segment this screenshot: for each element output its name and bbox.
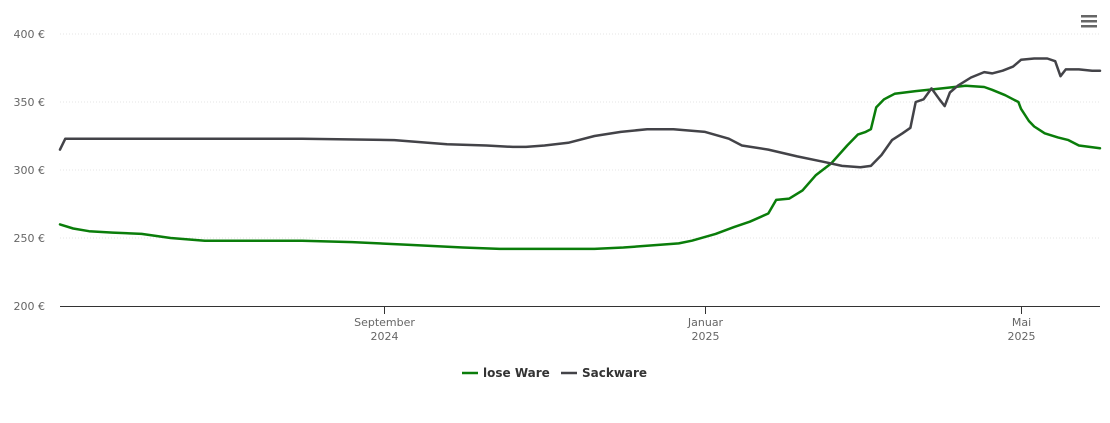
series-line-sackware [58,57,1102,169]
legend[interactable]: lose Ware Sackware [462,366,647,380]
y-tick-label: 200 € [14,300,46,313]
series-line-lose-ware [58,84,1102,251]
x-tick-label-year: 2024 [371,330,399,343]
x-tick-label-year: 2025 [692,330,720,343]
legend-item-lose-ware[interactable]: lose Ware [462,366,550,380]
x-tick-label-year: 2025 [1008,330,1036,343]
x-tick-label-month: September [354,316,415,329]
legend-label: lose Ware [483,366,550,380]
chart-menu-button[interactable] [1076,10,1100,32]
y-tick-label: 300 € [14,164,46,177]
hamburger-menu-icon [1081,15,1097,28]
y-tick-label: 350 € [14,96,46,109]
series-lines [58,57,1102,251]
grid-lines [60,33,1100,239]
y-tick-label: 400 € [14,28,46,41]
x-tick-label-month: Mai [1012,316,1031,329]
y-tick-label: 250 € [14,232,46,245]
x-tick-label-month: Januar [687,316,724,329]
legend-item-sackware[interactable]: Sackware [561,366,647,380]
legend-label: Sackware [582,366,647,380]
